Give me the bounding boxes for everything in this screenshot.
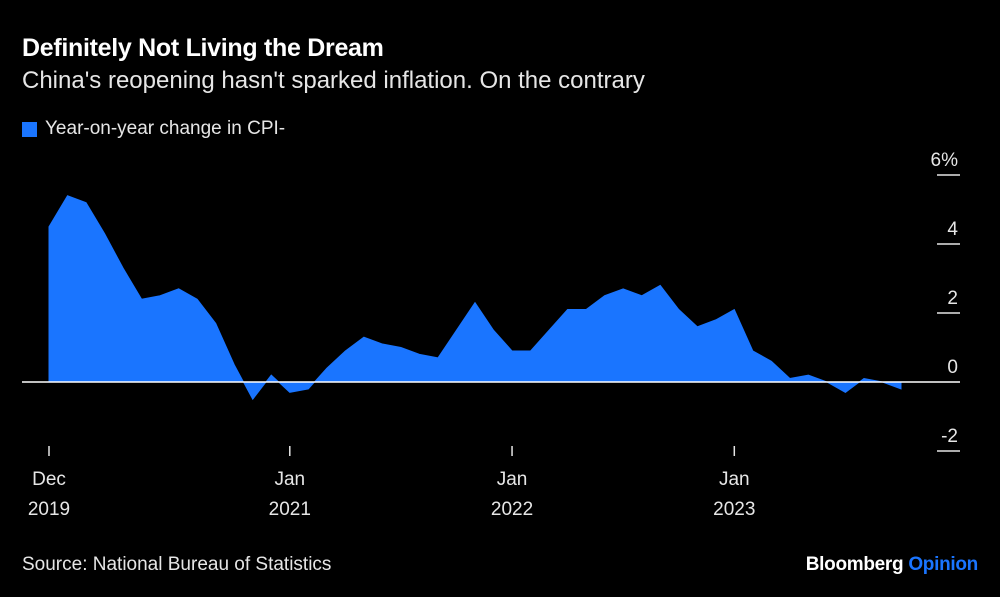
- y-tick-label: 6%: [931, 150, 959, 171]
- chart-title: Definitely Not Living the Dream: [22, 34, 384, 62]
- y-tick-label: 0: [947, 357, 958, 378]
- x-tick-label-year: 2021: [269, 499, 311, 520]
- legend: Year-on-year change in CPI-: [22, 118, 285, 140]
- brand-logo: Bloomberg Opinion: [805, 554, 979, 576]
- chart-subtitle: China's reopening hasn't sparked inflati…: [22, 67, 645, 94]
- area-layer: [48, 195, 902, 401]
- brand-main: Bloomberg: [805, 554, 904, 575]
- x-axis: Dec 2019 Jan 2021 Jan 2022 Jan 2023: [28, 446, 755, 520]
- cpi-area: [48, 195, 902, 401]
- x-tick-label-month: Jan: [274, 469, 305, 490]
- y-tick-label: -2: [941, 426, 958, 447]
- legend-swatch: [22, 121, 37, 137]
- x-tick-label-year: 2022: [491, 499, 533, 520]
- y-axis: 6% 4 2 0 -2: [931, 150, 960, 452]
- brand-accent: Opinion: [908, 554, 978, 575]
- x-tick-label-year: 2023: [713, 499, 755, 520]
- x-tick-label-month: Dec: [32, 469, 66, 490]
- legend-label: Year-on-year change in CPI-: [45, 118, 286, 139]
- y-tick-label: 2: [947, 288, 958, 309]
- x-tick-label-month: Jan: [497, 469, 528, 490]
- x-tick-label-month: Jan: [719, 469, 750, 490]
- source-note: Source: National Bureau of Statistics: [22, 554, 332, 575]
- x-tick-label-year: 2019: [28, 499, 70, 520]
- y-tick-label: 4: [947, 219, 958, 240]
